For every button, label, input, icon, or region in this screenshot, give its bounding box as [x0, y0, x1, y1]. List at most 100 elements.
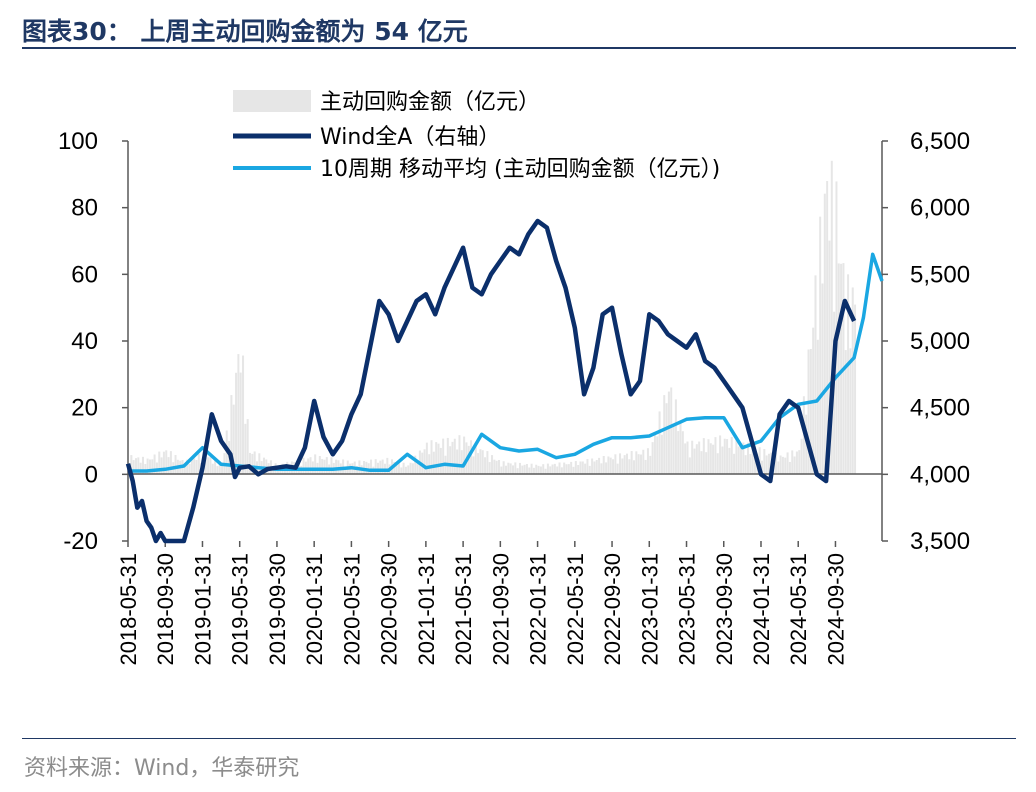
bar	[386, 457, 389, 475]
bar	[435, 442, 438, 475]
bar	[318, 456, 321, 475]
bar	[693, 448, 696, 475]
footer-divider	[22, 738, 1016, 739]
bar	[742, 442, 745, 475]
bar	[598, 457, 601, 475]
bar	[660, 434, 663, 475]
bar	[605, 462, 608, 475]
bar	[262, 457, 265, 475]
bar	[402, 462, 405, 475]
bar	[165, 450, 168, 475]
bar	[321, 459, 324, 475]
bar	[460, 450, 463, 475]
bar	[607, 456, 610, 475]
bar	[456, 449, 459, 475]
bar	[137, 457, 140, 475]
chart: -20 0 20 40 60 80 100 3,500 4,000 4,500 5,000 5,50…	[58, 90, 970, 666]
right-axis-ticks: 3,500 4,000 4,500 5,000 5,500 6,000 6,500	[882, 128, 970, 555]
wind-a-line	[125, 218, 857, 544]
bar	[509, 463, 512, 475]
bar	[793, 456, 796, 475]
bar	[728, 447, 731, 475]
bar	[151, 459, 154, 475]
bar	[528, 467, 531, 475]
bar	[649, 455, 652, 475]
bar	[242, 355, 245, 475]
right-tick-label: 4,000	[910, 461, 970, 488]
legend-label-ma10: 10周期 移动平均 (主动回购金额（亿元）)	[320, 157, 720, 182]
bar	[381, 459, 384, 475]
bar	[758, 447, 761, 475]
bar	[221, 465, 224, 475]
bar	[767, 453, 770, 475]
bar	[477, 453, 480, 475]
bar	[651, 442, 654, 475]
bar	[709, 443, 712, 475]
bar	[595, 460, 598, 475]
x-tick-label: 2018-09-30	[153, 553, 178, 666]
bar	[193, 458, 196, 475]
bar	[144, 464, 147, 475]
left-tick-label: 0	[85, 461, 98, 488]
bar	[623, 455, 626, 475]
bar	[404, 466, 407, 475]
bar	[132, 460, 135, 475]
bar	[765, 455, 768, 475]
right-tick-label: 5,500	[910, 261, 970, 288]
bar	[663, 395, 666, 475]
bar	[449, 446, 452, 475]
bar	[586, 459, 589, 475]
bar	[239, 372, 242, 475]
bar	[628, 459, 631, 475]
bar	[458, 435, 461, 475]
bar	[823, 193, 826, 475]
bar	[751, 446, 754, 475]
bar	[558, 462, 561, 475]
bar	[735, 439, 738, 475]
title-divider	[22, 47, 1016, 49]
bar	[472, 456, 475, 475]
bar	[716, 453, 719, 475]
bar	[635, 451, 638, 475]
bar	[791, 450, 794, 475]
bar	[474, 442, 477, 475]
bar	[816, 339, 819, 475]
bar	[411, 463, 414, 475]
bar	[614, 454, 617, 475]
bar	[786, 452, 789, 475]
bar	[807, 349, 810, 475]
bar	[798, 450, 801, 475]
bar	[249, 452, 252, 475]
bar	[672, 424, 675, 475]
bar	[416, 462, 419, 475]
left-axis-ticks: -20 0 20 40 60 80 100	[58, 128, 128, 555]
bar	[374, 459, 377, 475]
bar	[837, 263, 840, 475]
bar	[788, 461, 791, 475]
chart-title: 图表30： 上周主动回购金额为 54 亿元	[22, 17, 468, 46]
bar	[600, 463, 603, 475]
bar	[639, 454, 642, 475]
bar	[784, 457, 787, 475]
x-tick-label: 2020-05-31	[339, 553, 364, 666]
bar	[565, 464, 568, 475]
bar	[819, 216, 822, 475]
bar	[467, 445, 470, 475]
bar	[395, 463, 398, 475]
bar	[423, 449, 426, 475]
bar	[563, 462, 566, 475]
bar	[451, 441, 454, 475]
bar	[721, 446, 724, 475]
x-tick-label: 2022-05-31	[563, 553, 588, 666]
source-note: 资料来源：Wind，华泰研究	[24, 756, 300, 781]
bar	[830, 160, 833, 475]
bar	[749, 453, 752, 475]
bar	[556, 466, 559, 475]
legend-label-wind: Wind全A（右轴）	[320, 125, 500, 150]
bar	[644, 459, 647, 475]
bar	[719, 435, 722, 475]
bar	[204, 457, 207, 475]
bar	[363, 460, 366, 475]
bar	[532, 467, 535, 475]
bar	[146, 458, 149, 475]
